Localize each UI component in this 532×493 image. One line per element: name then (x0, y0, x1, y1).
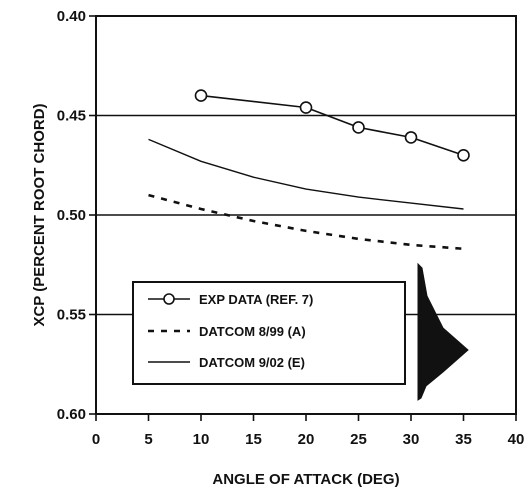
x-tick-label: 0 (92, 431, 100, 448)
x-tick-label: 40 (508, 431, 525, 448)
x-tick-label: 10 (193, 431, 210, 448)
legend-label-exp: EXP DATA (REF. 7) (199, 292, 313, 307)
legend-entry-datcom-902: DATCOM 9/02 (E) (148, 355, 305, 370)
exp-data-point (299, 101, 313, 114)
legend-entry-exp: EXP DATA (REF. 7) (148, 292, 313, 307)
y-tick-label: 0.55 (57, 307, 86, 324)
y-axis-title: XCP (PERCENT ROOT CHORD) (31, 103, 48, 326)
legend-label-datcom-899: DATCOM 8/99 (A) (199, 324, 306, 339)
wing-planform-icon (417, 262, 469, 401)
legend: EXP DATA (REF. 7) DATCOM 8/99 (A) DATCOM… (132, 281, 406, 385)
x-tick-label: 25 (350, 431, 367, 448)
axis-ticks: 0.40 0.45 0.50 0.55 0.60 0 5 10 15 20 25 30 35 40 (57, 8, 525, 448)
x-tick-label: 5 (144, 431, 152, 448)
exp-data-point (404, 131, 418, 144)
exp-data-point (457, 149, 470, 162)
series-datcom-899-line (148, 193, 464, 251)
series-exp-data-line (200, 94, 464, 157)
y-tick-label: 0.40 (57, 8, 86, 25)
x-tick-label: 15 (245, 431, 262, 448)
x-tick-label: 20 (298, 431, 315, 448)
legend-entry-datcom-899: DATCOM 8/99 (A) (148, 324, 306, 339)
exp-data-point (352, 121, 365, 134)
x-axis-title: ANGLE OF ATTACK (DEG) (212, 471, 399, 488)
y-tick-label: 0.45 (57, 108, 86, 125)
exp-data-point (194, 89, 208, 102)
series-datcom-902 (148, 138, 464, 210)
series-datcom-899 (148, 193, 464, 251)
series-layer (148, 89, 470, 251)
series-exp-data (194, 89, 470, 162)
y-tick-label: 0.50 (57, 207, 86, 224)
x-tick-label: 35 (455, 431, 472, 448)
y-tick-label: 0.60 (57, 406, 86, 423)
x-tick-label: 30 (403, 431, 420, 448)
legend-label-datcom-902: DATCOM 9/02 (E) (199, 355, 305, 370)
series-datcom-902-line (148, 138, 464, 210)
